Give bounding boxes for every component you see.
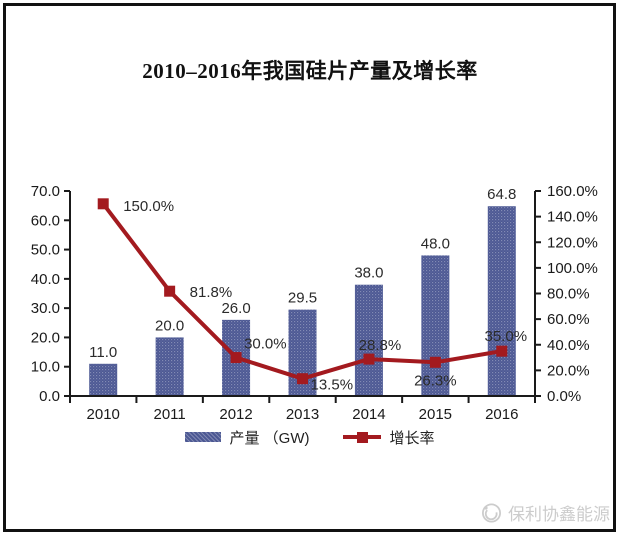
growth-value-label: 28.8%: [359, 337, 402, 354]
growth-value-label: 35.0%: [485, 328, 528, 345]
production-bar-texture: [155, 337, 184, 396]
production-bar-texture: [89, 363, 118, 396]
bar-value-label: 26.0: [221, 300, 250, 317]
y-right-tick-label: 0.0%: [547, 388, 581, 405]
production-bar-texture: [354, 284, 383, 396]
x-category-label: 2011: [154, 406, 186, 423]
growth-value-label: 26.3%: [414, 372, 457, 389]
y-right-tick-label: 80.0%: [547, 286, 590, 303]
watermark-text: 保利协鑫能源: [508, 505, 610, 524]
growth-rate-marker: [496, 345, 508, 357]
chart-legend: 产量 （GW) 增长率: [4, 427, 616, 447]
legend-item-growth: 增长率: [343, 427, 435, 448]
bar-series-swatch: [185, 432, 222, 442]
x-category-label: 2015: [419, 406, 452, 423]
line-series-swatch: [343, 431, 382, 443]
y-right-tick-label: 120.0%: [547, 234, 598, 251]
watermark: 保利协鑫能源: [479, 500, 610, 525]
y-left-tick-label: 20.0: [31, 329, 60, 346]
growth-rate-marker: [363, 353, 375, 365]
growth-rate-marker: [429, 356, 441, 368]
bar-value-label: 48.0: [421, 235, 450, 252]
y-right-tick-label: 160.0%: [547, 183, 598, 200]
y-left-tick-label: 0.0: [39, 388, 60, 405]
x-category-label: 2014: [352, 406, 385, 423]
y-right-tick-label: 40.0%: [547, 337, 590, 354]
growth-value-label: 30.0%: [244, 336, 287, 353]
legend-production-label: 产量 （GW): [229, 429, 310, 447]
chart-title: 2010–2016年我国硅片产量及增长率: [142, 59, 478, 83]
growth-rate-marker: [97, 198, 109, 210]
production-bar-texture: [487, 206, 516, 396]
production-bar-texture: [421, 255, 450, 396]
y-left-tick-label: 70.0: [31, 183, 60, 200]
x-category-label: 2016: [485, 406, 518, 423]
bar-value-label: 29.5: [288, 290, 317, 307]
y-right-tick-label: 20.0%: [547, 362, 590, 379]
bar-value-label: 64.8: [487, 186, 516, 203]
gcl-logo-icon: [481, 502, 502, 523]
growth-value-label: 13.5%: [311, 377, 354, 394]
y-right-tick-label: 140.0%: [547, 209, 598, 226]
growth-value-label: 150.0%: [123, 198, 174, 215]
y-left-tick-label: 40.0: [31, 271, 60, 288]
bar-value-label: 38.0: [354, 265, 383, 282]
y-left-tick-label: 60.0: [31, 212, 60, 229]
growth-rate-marker: [297, 373, 308, 385]
x-category-label: 2010: [87, 406, 120, 423]
growth-rate-marker: [230, 352, 242, 364]
y-right-tick-label: 100.0%: [547, 260, 598, 277]
x-category-label: 2013: [286, 406, 319, 423]
y-left-tick-label: 50.0: [31, 242, 60, 259]
bar-value-label: 20.0: [155, 317, 184, 334]
bar-value-label: 11.0: [89, 344, 117, 361]
y-left-tick-label: 30.0: [31, 300, 60, 317]
y-right-tick-label: 60.0%: [547, 311, 590, 328]
y-left-tick-label: 10.0: [31, 359, 60, 376]
legend-growth-label: 增长率: [389, 429, 435, 447]
legend-item-production: 产量 （GW): [185, 427, 309, 448]
x-category-label: 2012: [219, 406, 252, 423]
growth-value-label: 81.8%: [190, 284, 233, 301]
growth-rate-marker: [164, 285, 176, 297]
